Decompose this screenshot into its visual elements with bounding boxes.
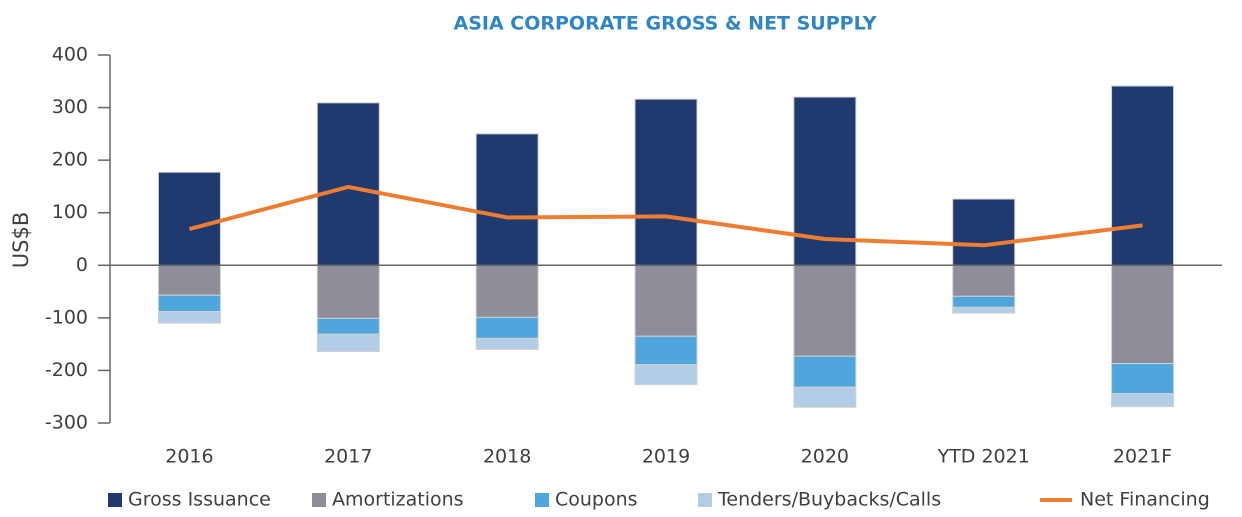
bar-segment xyxy=(157,311,221,324)
bar-segment xyxy=(316,102,380,266)
x-tick-label: 2017 xyxy=(324,446,372,468)
line-series xyxy=(188,184,1143,248)
y-tick-label: 400 xyxy=(52,44,88,66)
y-tick-label: -200 xyxy=(45,359,88,381)
bar-segment xyxy=(475,264,539,318)
bar-segment xyxy=(952,264,1016,297)
legend-swatch xyxy=(312,493,326,507)
bar-segment xyxy=(475,337,539,350)
bar-segment xyxy=(157,171,221,266)
bar-segment xyxy=(952,198,1016,266)
bar-segment xyxy=(634,335,698,366)
y-tick-label: 100 xyxy=(52,201,88,223)
y-axis-label: US$B xyxy=(9,212,33,268)
y-tick-label: -300 xyxy=(45,412,88,434)
bar-segment xyxy=(952,306,1016,314)
y-tick-label: 300 xyxy=(52,96,88,118)
bar-segment xyxy=(316,333,380,353)
x-tick-label: 2019 xyxy=(642,446,690,468)
x-tick-label: 2021F xyxy=(1113,446,1172,468)
x-tick-label: 2018 xyxy=(483,446,531,468)
bar-segment xyxy=(475,316,539,339)
y-tick-label: 200 xyxy=(52,149,88,171)
legend-label: Net Financing xyxy=(1080,489,1210,511)
bar-segment xyxy=(316,264,380,319)
legend-swatch xyxy=(535,493,549,507)
legend-label: Gross Issuance xyxy=(128,489,271,511)
bar-segment xyxy=(157,294,221,313)
chart-title: ASIA CORPORATE GROSS & NET SUPPLY xyxy=(453,13,876,35)
bar-segment xyxy=(475,133,539,266)
bar-segment xyxy=(793,355,857,388)
bar-segment xyxy=(1111,363,1175,395)
bar-segment xyxy=(634,264,698,337)
x-tick-label: YTD 2021 xyxy=(937,446,1030,468)
x-tick-label: 2016 xyxy=(165,446,213,468)
bar-segment xyxy=(1111,85,1175,266)
bar-segment xyxy=(1111,393,1175,408)
y-tick-label: 0 xyxy=(76,254,88,276)
bar-segment xyxy=(793,386,857,408)
bar-segment xyxy=(634,364,698,386)
legend-swatch xyxy=(698,493,712,507)
bar-segment xyxy=(157,264,221,296)
y-tick-label: -100 xyxy=(45,306,88,328)
legend-swatch xyxy=(108,493,122,507)
bar-segment xyxy=(1111,264,1175,365)
bar-segment xyxy=(634,98,698,266)
bar-segment xyxy=(952,295,1016,308)
bar-segment xyxy=(793,264,857,357)
legend-label: Coupons xyxy=(555,489,638,511)
x-tick-label: 2020 xyxy=(801,446,849,468)
bar-segment xyxy=(316,317,380,335)
legend-label: Tenders/Buybacks/Calls xyxy=(717,489,941,511)
legend-label: Amortizations xyxy=(332,489,464,511)
